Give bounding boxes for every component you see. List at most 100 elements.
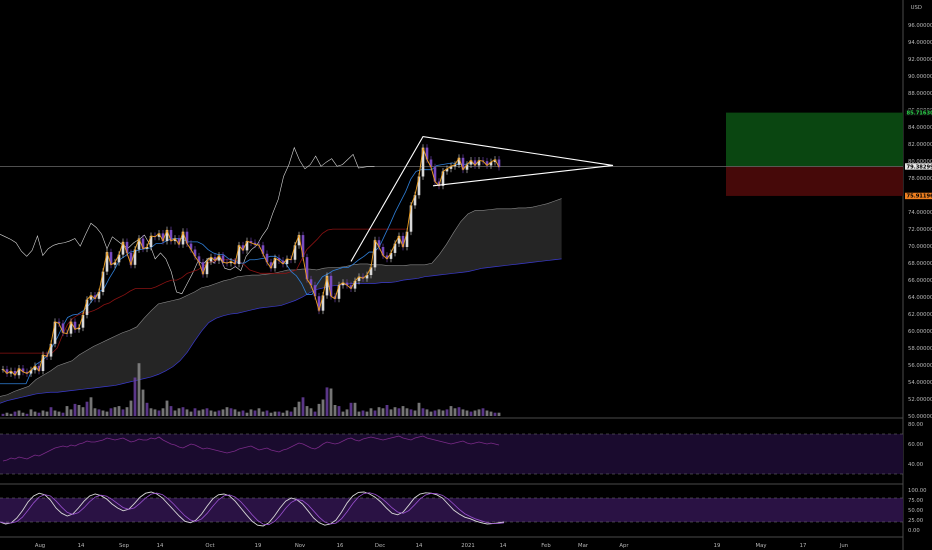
volume-bar: [105, 411, 109, 416]
candle-body: [185, 231, 189, 244]
candle-body: [141, 238, 145, 249]
volume-bar: [205, 408, 209, 416]
price-tag-current-label: 79.382997: [907, 164, 932, 170]
volume-bar: [473, 410, 477, 416]
stoch-pane[interactable]: [0, 491, 903, 527]
rsi-pane[interactable]: [0, 433, 903, 475]
date-axis[interactable]: Aug 14 Sep 14 Oct 19 Nov 16 Dec 14 2021 14 Feb Mar Apr…: [35, 543, 848, 549]
candle-body: [213, 257, 217, 261]
price-tick-label: 70.000000: [908, 244, 932, 250]
candle-body: [405, 231, 409, 247]
profit-zone: [726, 112, 903, 167]
volume-bar: [25, 413, 29, 416]
candle-body: [329, 275, 333, 297]
currency-label: USD: [911, 5, 922, 11]
candle-body: [69, 321, 73, 334]
candle-body: [465, 164, 469, 170]
volume-bar: [201, 409, 205, 416]
volume-bar: [261, 411, 265, 416]
volume-bar: [49, 407, 53, 416]
date-tick-label: 14: [157, 543, 164, 549]
price-pane[interactable]: [0, 0, 904, 550]
volume-bar: [417, 402, 421, 416]
candle-body: [389, 252, 393, 259]
volume-bar: [441, 410, 445, 416]
volume-bar: [349, 402, 353, 416]
candle-body: [161, 233, 165, 242]
volume-bar: [449, 406, 453, 416]
volume-bar: [265, 410, 269, 416]
volume-bar: [373, 410, 377, 416]
stoch-d-line: [0, 492, 505, 526]
volume-bar: [413, 410, 417, 416]
candle-body: [325, 275, 329, 296]
candle-body: [77, 327, 81, 330]
volume-bar: [117, 406, 121, 416]
volume-bar: [477, 409, 481, 416]
volume-bar: [225, 407, 229, 416]
volume-bar: [157, 410, 161, 416]
volume-bar: [381, 408, 385, 416]
price-axis[interactable]: USD 96.000000 94.000000 92.000000 90.000000 8…: [905, 5, 932, 534]
date-tick-label: Feb: [541, 543, 551, 549]
volume-bar: [357, 411, 361, 416]
stoch-tick-label: 100.00: [908, 488, 927, 494]
candle-body: [177, 238, 181, 245]
volume-bar: [73, 403, 77, 416]
volume-bar: [169, 406, 173, 416]
volume-bar: [337, 406, 341, 416]
price-tick-label: 68.000000: [908, 261, 932, 267]
candle-body: [209, 257, 213, 262]
candle-body: [17, 368, 21, 376]
candle-body: [409, 205, 413, 232]
volume-bar: [85, 401, 89, 416]
candle-body: [93, 295, 97, 299]
price-tick-label: 92.000000: [908, 57, 932, 63]
candle-body: [461, 157, 465, 170]
volume-bar: [197, 410, 201, 416]
rsi-band: [0, 434, 903, 474]
date-tick-label: Oct: [205, 543, 214, 549]
price-tick-label: 80.000000: [908, 159, 932, 165]
candle-body: [381, 246, 385, 256]
price-tick-label: 54.000000: [908, 380, 932, 386]
candle-body: [237, 245, 241, 264]
volume-bar: [121, 409, 125, 416]
candle-body: [477, 160, 481, 166]
candle-body: [97, 292, 101, 299]
volume-bar: [301, 397, 305, 416]
triangle-pattern: [350, 135, 614, 262]
candle-body: [37, 365, 41, 371]
volume-bar: [101, 410, 105, 416]
candle-body: [441, 171, 445, 186]
volume-bar: [273, 411, 277, 416]
volume-bar: [341, 411, 345, 416]
volume-bar: [425, 409, 429, 416]
volume-bar: [401, 406, 405, 416]
stoch-tick-label: 75.00: [908, 498, 924, 504]
cloud-lower-line: [0, 258, 562, 404]
candle-body: [457, 157, 461, 165]
date-tick-label: 2021: [461, 543, 474, 549]
volume-bar: [141, 389, 145, 416]
volume-bar: [285, 410, 289, 416]
date-tick-label: Mar: [578, 543, 589, 549]
rsi-tick-label: 60.00: [908, 442, 924, 448]
price-tick-label: 94.000000: [908, 40, 932, 46]
date-tick-label: 16: [337, 543, 344, 549]
volume-bar: [193, 408, 197, 416]
volume-bar: [269, 412, 273, 416]
candle-body: [133, 249, 137, 265]
candle-body: [489, 162, 493, 166]
candle-body: [353, 280, 357, 289]
candle-body: [361, 276, 365, 279]
date-tick-label: Apr: [619, 543, 629, 549]
candle-body: [433, 167, 437, 182]
candle-body: [393, 243, 397, 253]
volume-bar: [65, 406, 69, 416]
candle-body: [121, 241, 125, 255]
volume-bar: [249, 409, 253, 416]
volume-bar: [109, 408, 113, 416]
date-tick-label: 14: [78, 543, 85, 549]
